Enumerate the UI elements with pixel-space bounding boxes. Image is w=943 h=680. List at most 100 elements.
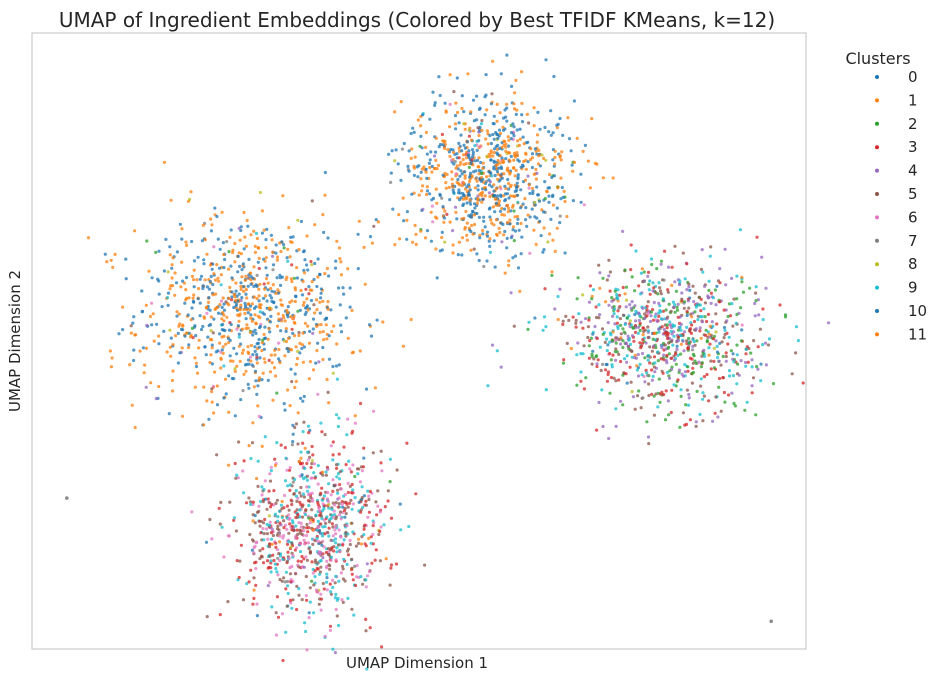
scatter-point-cluster-10 xyxy=(533,215,537,219)
scatter-point-cluster-10 xyxy=(169,336,173,340)
scatter-point-cluster-4 xyxy=(744,360,748,365)
scatter-point-cluster-1 xyxy=(205,305,209,309)
scatter-point-cluster-1 xyxy=(623,292,627,296)
scatter-point-cluster-1 xyxy=(290,279,294,284)
scatter-point-cluster-10 xyxy=(465,140,469,144)
scatter-point-cluster-5 xyxy=(360,496,364,500)
scatter-point-cluster-10 xyxy=(479,160,483,165)
scatter-point-cluster-5 xyxy=(328,567,332,571)
scatter-point-cluster-3 xyxy=(657,314,661,318)
scatter-point-cluster-10 xyxy=(230,290,234,294)
scatter-point-cluster-5 xyxy=(722,336,726,340)
scatter-point-cluster-2 xyxy=(282,246,286,250)
scatter-point-cluster-0 xyxy=(183,334,187,338)
scatter-point-cluster-2 xyxy=(631,326,635,330)
scatter-point-cluster-9 xyxy=(331,585,335,590)
scatter-point-cluster-11 xyxy=(670,283,674,287)
scatter-point-cluster-3 xyxy=(571,315,575,319)
scatter-point-cluster-3 xyxy=(606,372,610,377)
scatter-point-cluster-9 xyxy=(275,570,279,574)
scatter-point-cluster-3 xyxy=(587,318,591,322)
scatter-point-cluster-1 xyxy=(301,279,305,284)
scatter-point-cluster-2 xyxy=(614,341,618,345)
scatter-point-cluster-11 xyxy=(256,404,260,408)
scatter-point-cluster-9 xyxy=(273,512,277,516)
scatter-point-cluster-10 xyxy=(425,229,430,233)
scatter-point-cluster-11 xyxy=(170,263,174,267)
scatter-point-cluster-10 xyxy=(239,398,243,402)
scatter-point-cluster-0 xyxy=(264,238,268,242)
scatter-point-cluster-5 xyxy=(658,289,663,293)
scatter-point-cluster-0 xyxy=(194,364,199,369)
scatter-point-cluster-1 xyxy=(189,318,193,322)
scatter-point-cluster-1 xyxy=(335,342,339,346)
scatter-point-cluster-6 xyxy=(268,472,272,476)
scatter-point-cluster-3 xyxy=(637,284,641,288)
scatter-point-cluster-4 xyxy=(730,276,734,280)
scatter-point-cluster-10 xyxy=(286,315,290,319)
scatter-point-cluster-10 xyxy=(563,251,567,255)
scatter-point-cluster-0 xyxy=(190,306,194,310)
scatter-point-cluster-9 xyxy=(334,574,338,579)
scatter-point-cluster-2 xyxy=(783,313,788,317)
scatter-point-cluster-11 xyxy=(243,235,247,239)
scatter-point-cluster-4 xyxy=(598,313,602,317)
scatter-point-cluster-2 xyxy=(624,285,629,289)
scatter-point-cluster-9 xyxy=(698,303,702,307)
scatter-point-cluster-6 xyxy=(306,493,311,497)
scatter-point-cluster-3 xyxy=(617,378,621,382)
scatter-point-cluster-6 xyxy=(299,521,303,526)
scatter-point-cluster-1 xyxy=(522,159,526,163)
scatter-point-cluster-5 xyxy=(766,343,771,347)
scatter-point-cluster-3 xyxy=(722,390,727,395)
scatter-point-cluster-0 xyxy=(454,127,458,131)
scatter-point-cluster-6 xyxy=(281,536,285,540)
scatter-point-cluster-3 xyxy=(690,323,694,327)
scatter-point-cluster-4 xyxy=(598,271,602,275)
scatter-point-cluster-5 xyxy=(300,515,305,519)
scatter-point-cluster-1 xyxy=(253,244,257,248)
scatter-point-cluster-11 xyxy=(262,228,266,232)
scatter-point-cluster-5 xyxy=(293,425,297,430)
scatter-point-cluster-0 xyxy=(254,331,258,335)
scatter-point-cluster-5 xyxy=(308,586,312,590)
scatter-point-cluster-5 xyxy=(250,441,255,445)
scatter-point-cluster-10 xyxy=(441,205,445,209)
scatter-point-cluster-0 xyxy=(178,351,182,355)
scatter-point-cluster-0 xyxy=(484,73,488,77)
scatter-point-cluster-6 xyxy=(668,323,673,327)
scatter-point-cluster-3 xyxy=(371,524,375,528)
scatter-point-cluster-6 xyxy=(305,533,309,538)
scatter-point-cluster-5 xyxy=(340,564,345,568)
scatter-point-cluster-6 xyxy=(212,245,216,249)
scatter-point-cluster-0 xyxy=(218,332,222,336)
scatter-point-cluster-9 xyxy=(647,288,651,292)
scatter-point-cluster-3 xyxy=(346,553,350,557)
scatter-point-cluster-5 xyxy=(295,499,299,503)
scatter-point-cluster-10 xyxy=(547,194,551,198)
scatter-point-cluster-0 xyxy=(507,187,511,191)
scatter-point-cluster-5 xyxy=(654,392,658,396)
scatter-point-cluster-4 xyxy=(487,191,491,195)
scatter-point-cluster-5 xyxy=(621,313,626,317)
scatter-point-cluster-11 xyxy=(192,293,196,297)
scatter-point-cluster-3 xyxy=(621,285,625,290)
scatter-point-cluster-0 xyxy=(316,257,320,261)
scatter-point-cluster-11 xyxy=(424,145,428,149)
scatter-point-cluster-0 xyxy=(362,494,366,498)
scatter-point-cluster-5 xyxy=(681,251,685,255)
scatter-point-cluster-3 xyxy=(263,517,267,522)
scatter-point-cluster-3 xyxy=(617,293,622,297)
scatter-point-cluster-11 xyxy=(640,267,644,271)
scatter-point-cluster-3 xyxy=(262,282,266,286)
scatter-point-cluster-10 xyxy=(538,127,542,131)
scatter-point-cluster-11 xyxy=(516,139,520,143)
scatter-point-cluster-1 xyxy=(306,324,310,328)
scatter-point-cluster-10 xyxy=(215,403,220,407)
scatter-point-cluster-0 xyxy=(551,158,555,162)
scatter-point-cluster-10 xyxy=(272,301,276,305)
scatter-point-cluster-10 xyxy=(215,214,219,219)
scatter-point-cluster-1 xyxy=(289,348,293,352)
scatter-point-cluster-0 xyxy=(583,143,588,147)
scatter-point-cluster-5 xyxy=(308,499,312,503)
